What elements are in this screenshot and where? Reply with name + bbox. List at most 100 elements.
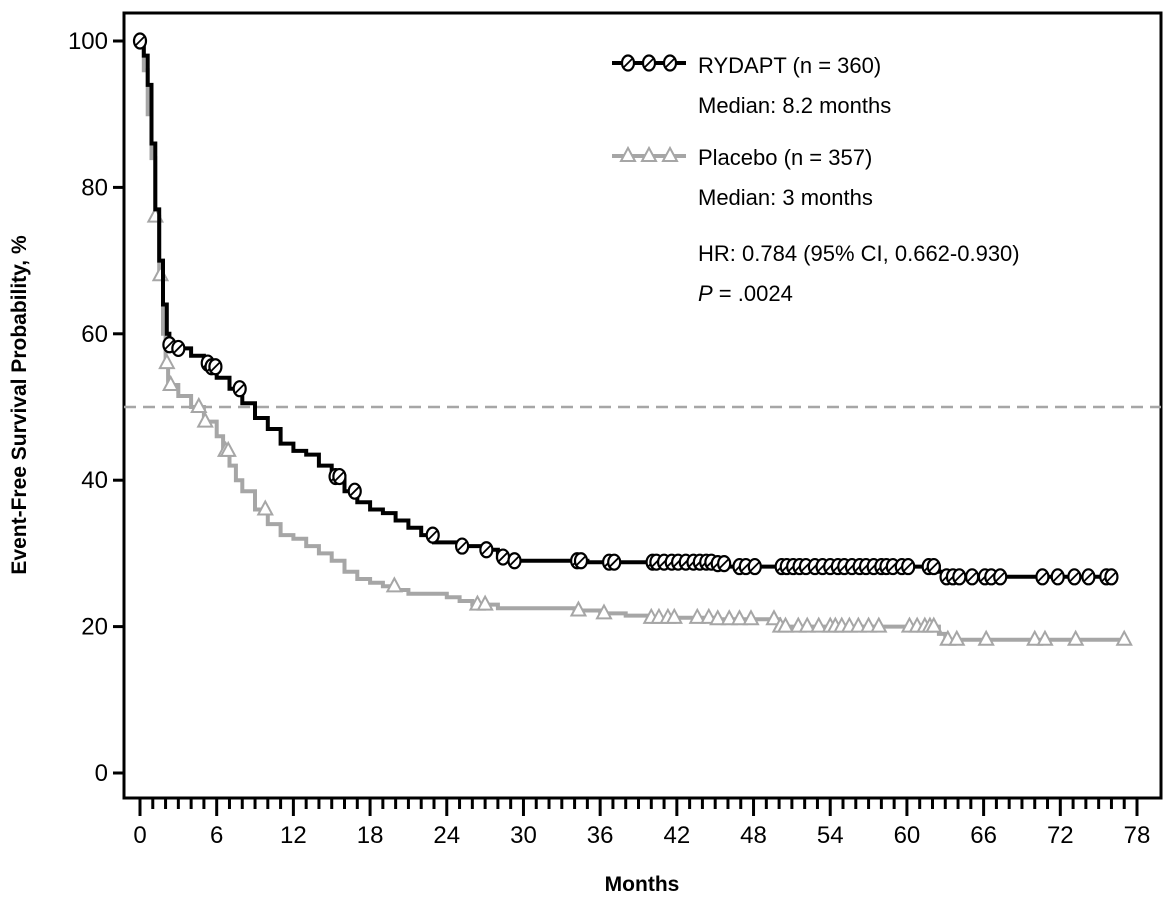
x-tick-label: 24 <box>433 822 460 849</box>
x-tick-label: 30 <box>510 822 537 849</box>
p-value-label: P = .0024 <box>698 281 793 306</box>
legend-label-placebo: Placebo (n = 357) <box>698 145 872 170</box>
censor-marker <box>849 616 868 633</box>
x-axis-ticks: 0 6 12 18 24 30 36 42 48 54 60 66 72 78 <box>133 798 1150 849</box>
censor-marker <box>870 616 888 633</box>
legend: RYDAPT (n = 360) Median: 8.2 months Plac… <box>612 53 1020 306</box>
censor-marker <box>977 629 995 646</box>
censor-marker-slash <box>1083 571 1094 582</box>
plot-frame <box>122 11 1163 800</box>
censor-marker <box>925 616 943 633</box>
y-tick-label: 0 <box>95 760 108 787</box>
legend-marker <box>661 145 679 162</box>
x-axis-title: Months <box>605 873 680 896</box>
y-tick-label: 60 <box>81 321 108 348</box>
y-tick-label: 40 <box>81 467 108 494</box>
legend-marker-slash <box>643 57 655 69</box>
x-tick-label: 78 <box>1124 822 1151 849</box>
censor-marker <box>162 374 180 392</box>
censor-marker <box>151 265 170 282</box>
series-rydapt <box>132 32 1119 586</box>
censor-marker <box>190 396 208 413</box>
censor-marker <box>1066 629 1085 646</box>
censor-marker <box>385 576 404 593</box>
censor-marker-slash <box>954 571 965 582</box>
censor-marker <box>859 616 878 633</box>
censor-marker <box>948 629 966 646</box>
censor-marker <box>196 411 214 428</box>
censor-marker <box>256 499 274 516</box>
censor-marker <box>1026 629 1044 646</box>
censor-marker-slash <box>966 571 978 582</box>
censor-marker <box>1115 629 1133 646</box>
censor-marker-slash <box>134 35 146 47</box>
legend-label-rydapt: RYDAPT (n = 360) <box>698 53 881 78</box>
x-minor-ticks <box>151 798 1126 809</box>
censor-marker <box>776 616 795 633</box>
hazard-ratio-label: HR: 0.784 (95% CI, 0.662-0.930) <box>698 241 1020 266</box>
censor-marker <box>476 594 494 611</box>
censor-marker <box>158 352 176 370</box>
x-tick-label: 36 <box>587 822 614 849</box>
censor-marker-slash <box>575 555 587 566</box>
censor-marker <box>688 607 706 624</box>
censor-marker-slash <box>1106 571 1117 582</box>
censor-marker <box>709 609 727 626</box>
x-tick-label: 42 <box>663 822 690 849</box>
censor-marker <box>798 616 816 633</box>
legend-marker-slash <box>622 57 634 69</box>
y-tick-label: 80 <box>81 174 108 201</box>
x-tick-label: 54 <box>817 822 844 849</box>
censor-marker <box>1036 629 1054 646</box>
legend-median-placebo: Median: 3 months <box>698 185 873 210</box>
censor-marker <box>765 609 783 626</box>
censor-marker-slash <box>456 540 468 552</box>
censor-marker-slash <box>334 471 345 482</box>
censor-marker-slash <box>509 555 520 566</box>
y-axis-ticks: 0 20 40 60 80 100 <box>68 28 124 787</box>
legend-symbol-placebo <box>612 145 686 162</box>
censor-marker <box>665 607 683 624</box>
censor-marker-slash <box>928 561 939 572</box>
x-tick-label: 72 <box>1047 822 1074 849</box>
censor-marker <box>219 440 237 457</box>
censor-marker-slash <box>164 339 175 350</box>
censor-marker-slash <box>995 571 1006 582</box>
censor-marker <box>810 616 828 633</box>
censor-marker-slash <box>1052 571 1063 582</box>
censor-marker-slash <box>481 544 492 555</box>
censor-marker-slash <box>210 361 221 372</box>
censor-marker-slash <box>234 383 245 394</box>
x-tick-label: 60 <box>894 822 921 849</box>
x-tick-label: 0 <box>133 822 146 849</box>
legend-symbol-rydapt <box>612 54 686 72</box>
censor-marker-slash <box>427 529 438 541</box>
censor-marker <box>720 609 738 626</box>
censor-marker-slash <box>719 558 730 569</box>
series-layer <box>132 32 1133 646</box>
x-tick-label: 66 <box>970 822 997 849</box>
y-tick-label: 100 <box>68 28 108 55</box>
legend-marker <box>640 145 658 162</box>
series-line <box>140 39 1125 642</box>
p-symbol: P <box>698 281 713 306</box>
x-tick-label: 48 <box>740 822 767 849</box>
censor-marker-slash <box>497 551 509 563</box>
censor-marker <box>730 609 749 626</box>
censor-marker-slash <box>349 486 360 497</box>
series-line <box>140 39 1112 579</box>
x-tick-label: 18 <box>357 822 384 849</box>
legend-median-rydapt: Median: 8.2 months <box>698 93 891 118</box>
censor-marker <box>569 600 588 617</box>
censor-marker-slash <box>173 343 184 354</box>
legend-marker <box>619 145 637 162</box>
legend-marker-slash <box>664 57 676 69</box>
series-placebo <box>140 39 1133 646</box>
censor-marker <box>595 603 613 620</box>
x-tick-label: 12 <box>280 822 307 849</box>
y-axis-title: Event-Free Survival Probability, % <box>8 235 31 575</box>
censor-marker-slash <box>1037 571 1048 582</box>
p-value: = .0024 <box>713 281 793 306</box>
censor-marker-slash <box>609 557 620 568</box>
